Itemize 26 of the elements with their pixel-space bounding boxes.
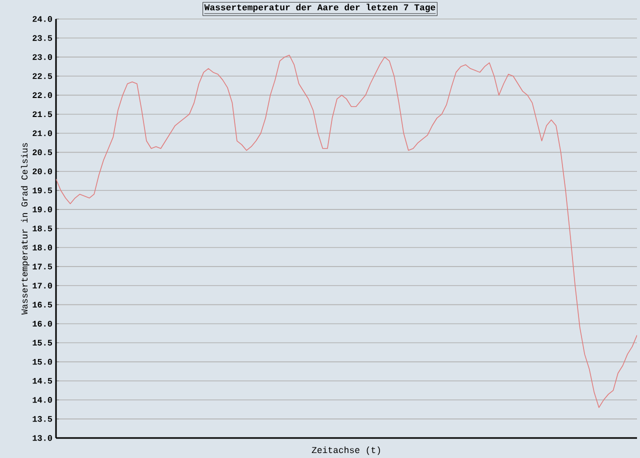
y-tick-label: 17.5: [32, 264, 52, 270]
y-tick-label: 17.0: [32, 282, 52, 288]
x-axis-title: Zeitachse (t): [312, 446, 380, 455]
y-tick-label: 19.5: [32, 187, 52, 194]
y-tick-label: 15.5: [32, 340, 52, 346]
y-tick-label: 18.5: [32, 226, 52, 232]
y-tick-label: 18.0: [32, 244, 52, 250]
y-tick-label: 15.0: [32, 358, 52, 365]
y-tick-label: 21.5: [32, 111, 52, 117]
y-tick-label: 13.5: [32, 416, 52, 422]
y-tick-label: 13.0: [32, 435, 52, 441]
y-tick-label: 14.0: [32, 396, 52, 403]
y-tick-label: 20.0: [32, 168, 52, 174]
y-tick-label: 21.0: [32, 130, 52, 136]
y-tick-label: 20.5: [32, 149, 52, 156]
y-tick-label: 19.0: [32, 206, 52, 212]
y-axis-title: Wassertemperatur in Grad Celsius: [20, 143, 30, 314]
y-tick-label: 22.5: [32, 73, 52, 79]
y-tick-label: 22.0: [32, 92, 52, 98]
y-tick-label: 23.0: [32, 54, 52, 60]
y-tick-label: 23.5: [32, 35, 52, 41]
y-tick-label: 16.0: [32, 320, 52, 326]
y-tick-label: 14.5: [32, 378, 52, 384]
y-tick-label: 24.0: [32, 16, 52, 22]
y-tick-label: 16.5: [32, 302, 52, 308]
chart-title: Wassertemperatur der Aare der letzen 7 Tage: [204, 4, 436, 12]
